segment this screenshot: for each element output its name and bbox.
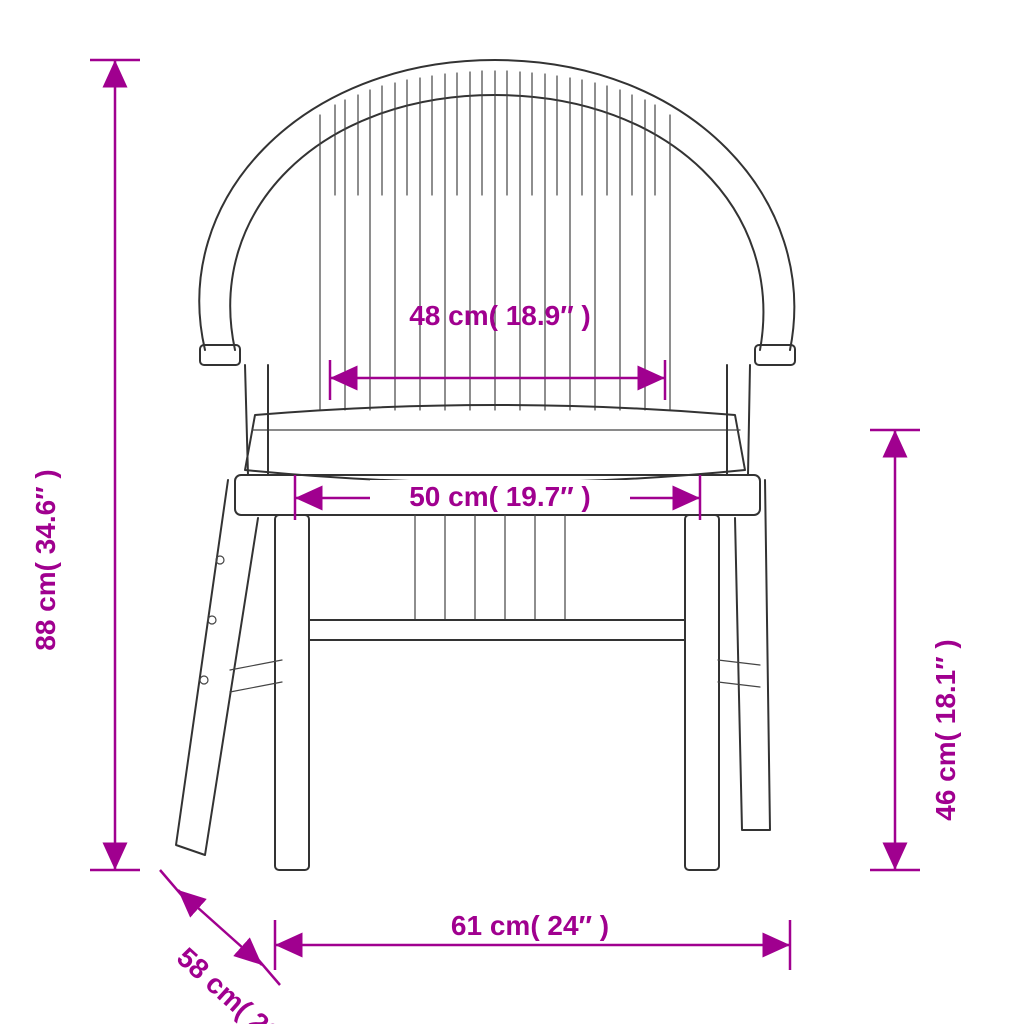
dim-height-total: 88 cm( 34.6″ ) [30, 60, 140, 870]
dim-width-label: 61 cm( 24″ ) [451, 910, 609, 941]
dim-seat-outer: 50 cm( 19.7″ ) [295, 475, 700, 520]
dim-seat-outer-label: 50 cm( 19.7″ ) [409, 481, 591, 512]
diagram-canvas: 88 cm( 34.6″ ) 46 cm( 18.1″ ) 61 cm( 24″… [0, 0, 1024, 1024]
dim-seat-height: 46 cm( 18.1″ ) [870, 430, 961, 870]
dim-seat-height-label: 46 cm( 18.1″ ) [930, 639, 961, 821]
dim-depth: 58 cm( 22.8″ ) [160, 870, 327, 1024]
dim-seat-inner: 48 cm( 18.9″ ) [330, 300, 665, 400]
dim-height-total-label: 88 cm( 34.6″ ) [30, 469, 61, 651]
dim-width: 61 cm( 24″ ) [275, 910, 790, 970]
chair-drawing [176, 60, 795, 870]
dim-seat-inner-label: 48 cm( 18.9″ ) [409, 300, 591, 331]
